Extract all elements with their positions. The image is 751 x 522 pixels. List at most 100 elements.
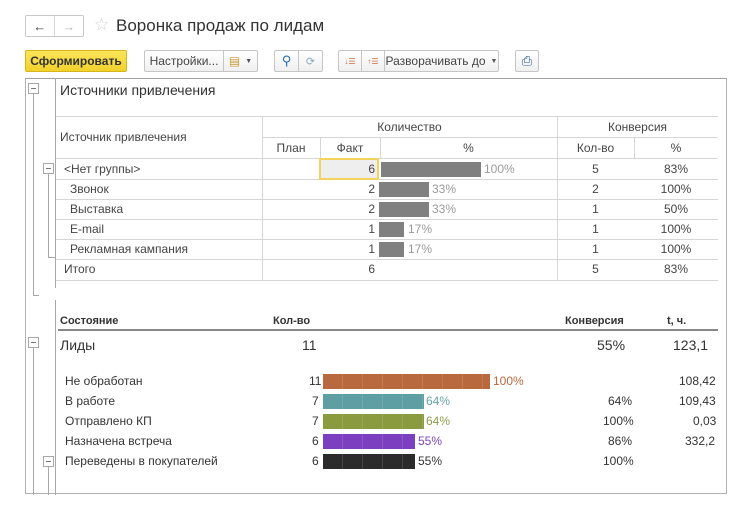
header-count: Кол-во bbox=[273, 315, 311, 327]
collapse-all-button[interactable]: ↑☰ bbox=[361, 50, 385, 72]
search-clear-button[interactable]: ⟳ bbox=[298, 50, 323, 72]
tree-line bbox=[48, 467, 49, 495]
tree-line bbox=[48, 174, 49, 258]
funnel-bar bbox=[323, 434, 415, 449]
tree-line bbox=[33, 295, 39, 296]
state-conversion: 100% bbox=[603, 414, 634, 428]
expand-all-icon: ↓☰ bbox=[344, 56, 356, 66]
conv-count: 1 bbox=[592, 222, 599, 236]
conv-pct: 100% bbox=[660, 222, 692, 236]
header-pct: % bbox=[463, 141, 474, 155]
generate-button[interactable]: Сформировать bbox=[25, 50, 127, 72]
state-time: 332,2 bbox=[685, 434, 716, 448]
state-name: Отправлено КП bbox=[65, 414, 152, 428]
favorite-star-icon[interactable]: ☆ bbox=[94, 15, 110, 34]
collapse-group-leads-icon[interactable] bbox=[28, 337, 39, 348]
percent-bar bbox=[379, 242, 404, 257]
percent-bar bbox=[381, 162, 481, 177]
toolbar-divider bbox=[25, 78, 727, 79]
source-name: E-mail bbox=[70, 222, 105, 236]
state-pct: 100% bbox=[493, 374, 524, 388]
chevron-down-icon: ▼ bbox=[490, 57, 498, 65]
arrow-right-icon: → bbox=[62, 18, 76, 34]
header-quantity: Количество bbox=[377, 120, 442, 134]
conv-pct: 100% bbox=[660, 242, 692, 256]
total-conv-count: 5 bbox=[592, 262, 599, 276]
collapse-row-icon[interactable] bbox=[43, 456, 54, 467]
total-label: Итого bbox=[64, 262, 96, 276]
header-conv-count: Кол-во bbox=[576, 141, 615, 155]
conv-count: 1 bbox=[592, 242, 599, 256]
state-name: Переведены в покупателей bbox=[65, 454, 218, 468]
state-count: 7 bbox=[312, 394, 319, 408]
state-conversion: 64% bbox=[608, 394, 633, 408]
total-conv-pct: 83% bbox=[663, 262, 689, 276]
state-pct: 55% bbox=[418, 434, 443, 448]
group-count: 11 bbox=[302, 337, 317, 353]
header-source: Источник привлечения bbox=[60, 130, 187, 144]
percent-bar bbox=[379, 222, 404, 237]
header-plan: План bbox=[276, 141, 306, 155]
state-name: Назначена встреча bbox=[65, 434, 172, 448]
header-state: Состояние bbox=[60, 315, 119, 327]
state-count: 6 bbox=[312, 454, 319, 468]
settings-button[interactable]: Настройки... bbox=[144, 50, 224, 72]
arrow-left-icon: ← bbox=[33, 18, 47, 34]
forward-button[interactable]: → bbox=[55, 16, 83, 36]
fact-value: 1 bbox=[368, 222, 375, 236]
source-name: Рекламная кампания bbox=[70, 242, 189, 256]
search-clear-icon: ⟳ bbox=[305, 55, 316, 68]
expand-all-button[interactable]: ↓☰ bbox=[338, 50, 362, 72]
state-pct: 64% bbox=[426, 394, 451, 408]
collapse-group-no-group-icon[interactable] bbox=[43, 163, 54, 174]
group-conversion: 55% bbox=[597, 337, 626, 353]
state-name: В работе bbox=[65, 394, 116, 408]
header-conv-pct: % bbox=[670, 141, 682, 155]
tree-line bbox=[48, 257, 55, 258]
selected-cell[interactable] bbox=[319, 158, 379, 180]
search-button[interactable]: ⚲ bbox=[274, 50, 299, 72]
fact-value: 2 bbox=[368, 182, 375, 196]
collapse-all-icon: ↑☰ bbox=[367, 56, 379, 66]
print-button[interactable]: ⎙ bbox=[515, 50, 539, 72]
state-time: 108,42 bbox=[679, 374, 716, 388]
conv-pct: 83% bbox=[663, 162, 689, 176]
expand-to-label: Разворачивать до bbox=[385, 54, 486, 68]
tree-line bbox=[33, 348, 34, 495]
header-conversion: Конверсия bbox=[607, 120, 668, 134]
percent-value: 17% bbox=[408, 242, 433, 256]
state-count: 7 bbox=[312, 414, 319, 428]
group-time: 123,1 bbox=[673, 337, 709, 353]
conv-pct: 100% bbox=[660, 182, 692, 196]
state-name: Не обработан bbox=[65, 374, 143, 388]
tree-gutter-line bbox=[55, 78, 56, 288]
report-area bbox=[25, 78, 727, 494]
source-name: Выставка bbox=[70, 202, 124, 216]
percent-value: 17% bbox=[408, 222, 433, 236]
header-fact: Факт bbox=[336, 141, 364, 155]
tree-line bbox=[33, 94, 34, 296]
funnel-bar bbox=[323, 374, 490, 389]
percent-value: 33% bbox=[432, 182, 457, 196]
report-variant-button[interactable]: ▤ ▼ bbox=[223, 50, 258, 72]
conv-count: 5 bbox=[592, 162, 599, 176]
header-conversion: Конверсия bbox=[565, 315, 624, 327]
conv-count: 2 bbox=[592, 182, 599, 196]
sources-section-title: Источники привлечения bbox=[60, 82, 216, 98]
printer-icon: ⎙ bbox=[521, 53, 533, 68]
search-icon: ⚲ bbox=[281, 53, 292, 68]
funnel-bar bbox=[323, 394, 424, 409]
state-count: 6 bbox=[312, 434, 319, 448]
page-title: Воронка продаж по лидам bbox=[116, 16, 325, 35]
tree-gutter-line bbox=[55, 300, 56, 495]
chevron-down-icon: ▼ bbox=[245, 57, 253, 65]
percent-value: 33% bbox=[432, 202, 457, 216]
state-time: 109,43 bbox=[679, 394, 716, 408]
state-count: 11 bbox=[309, 374, 322, 388]
expand-to-dropdown[interactable]: Разворачивать до ▼ bbox=[384, 50, 499, 72]
report-variant-icon: ▤ bbox=[228, 54, 241, 68]
back-button[interactable]: ← bbox=[26, 16, 55, 36]
collapse-section-sources-icon[interactable] bbox=[28, 83, 39, 94]
percent-bar bbox=[379, 202, 429, 217]
percent-bar bbox=[379, 182, 429, 197]
